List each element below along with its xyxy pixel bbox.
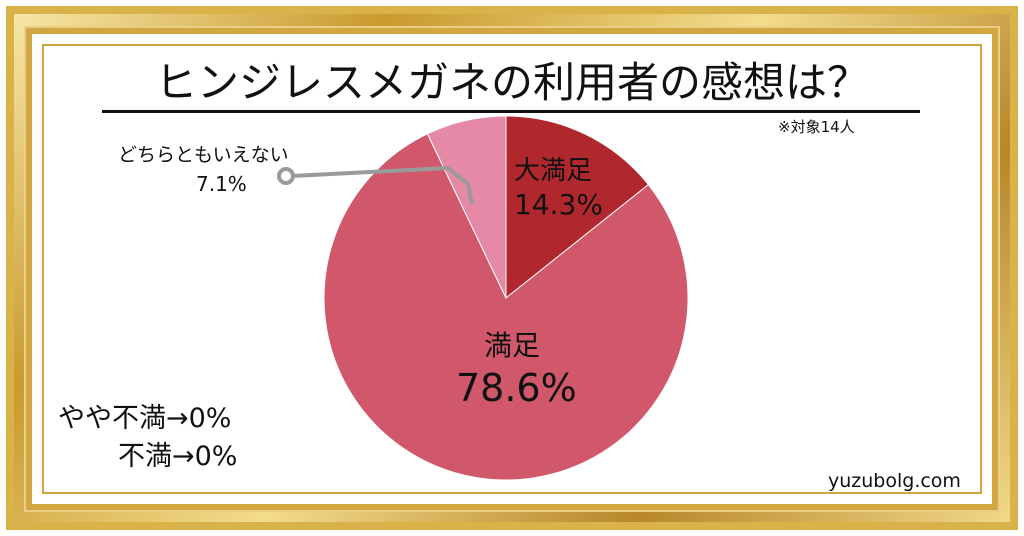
neutral-leader-line <box>291 165 474 205</box>
label-unsatisfied: 不満→0% <box>118 441 238 472</box>
pie-slice-neutral <box>426 115 507 299</box>
label-slightly-unsatisfied: やや不満→0% <box>58 403 232 434</box>
sample-size-note: ※対象14人 <box>778 118 855 136</box>
label-great-value: 14.3% <box>514 188 603 221</box>
label-neutral-value: 7.1% <box>196 172 247 196</box>
inner-gold-line <box>42 44 982 494</box>
pie-slice-great <box>505 115 650 300</box>
label-great-name: 大満足 <box>514 156 593 186</box>
title-underline <box>102 110 920 113</box>
site-credit: yuzubolg.com <box>828 470 961 492</box>
pie-slice-satisfied <box>323 133 689 481</box>
label-satisfied-value: 78.6% <box>456 366 577 410</box>
label-satisfied-name: 満足 <box>484 329 541 362</box>
chart-title: ヒンジレスメガネの利用者の感想は？ <box>154 58 869 107</box>
label-neutral-name: どちらともいえない <box>118 144 289 166</box>
neutral-leader-dot <box>277 167 295 185</box>
